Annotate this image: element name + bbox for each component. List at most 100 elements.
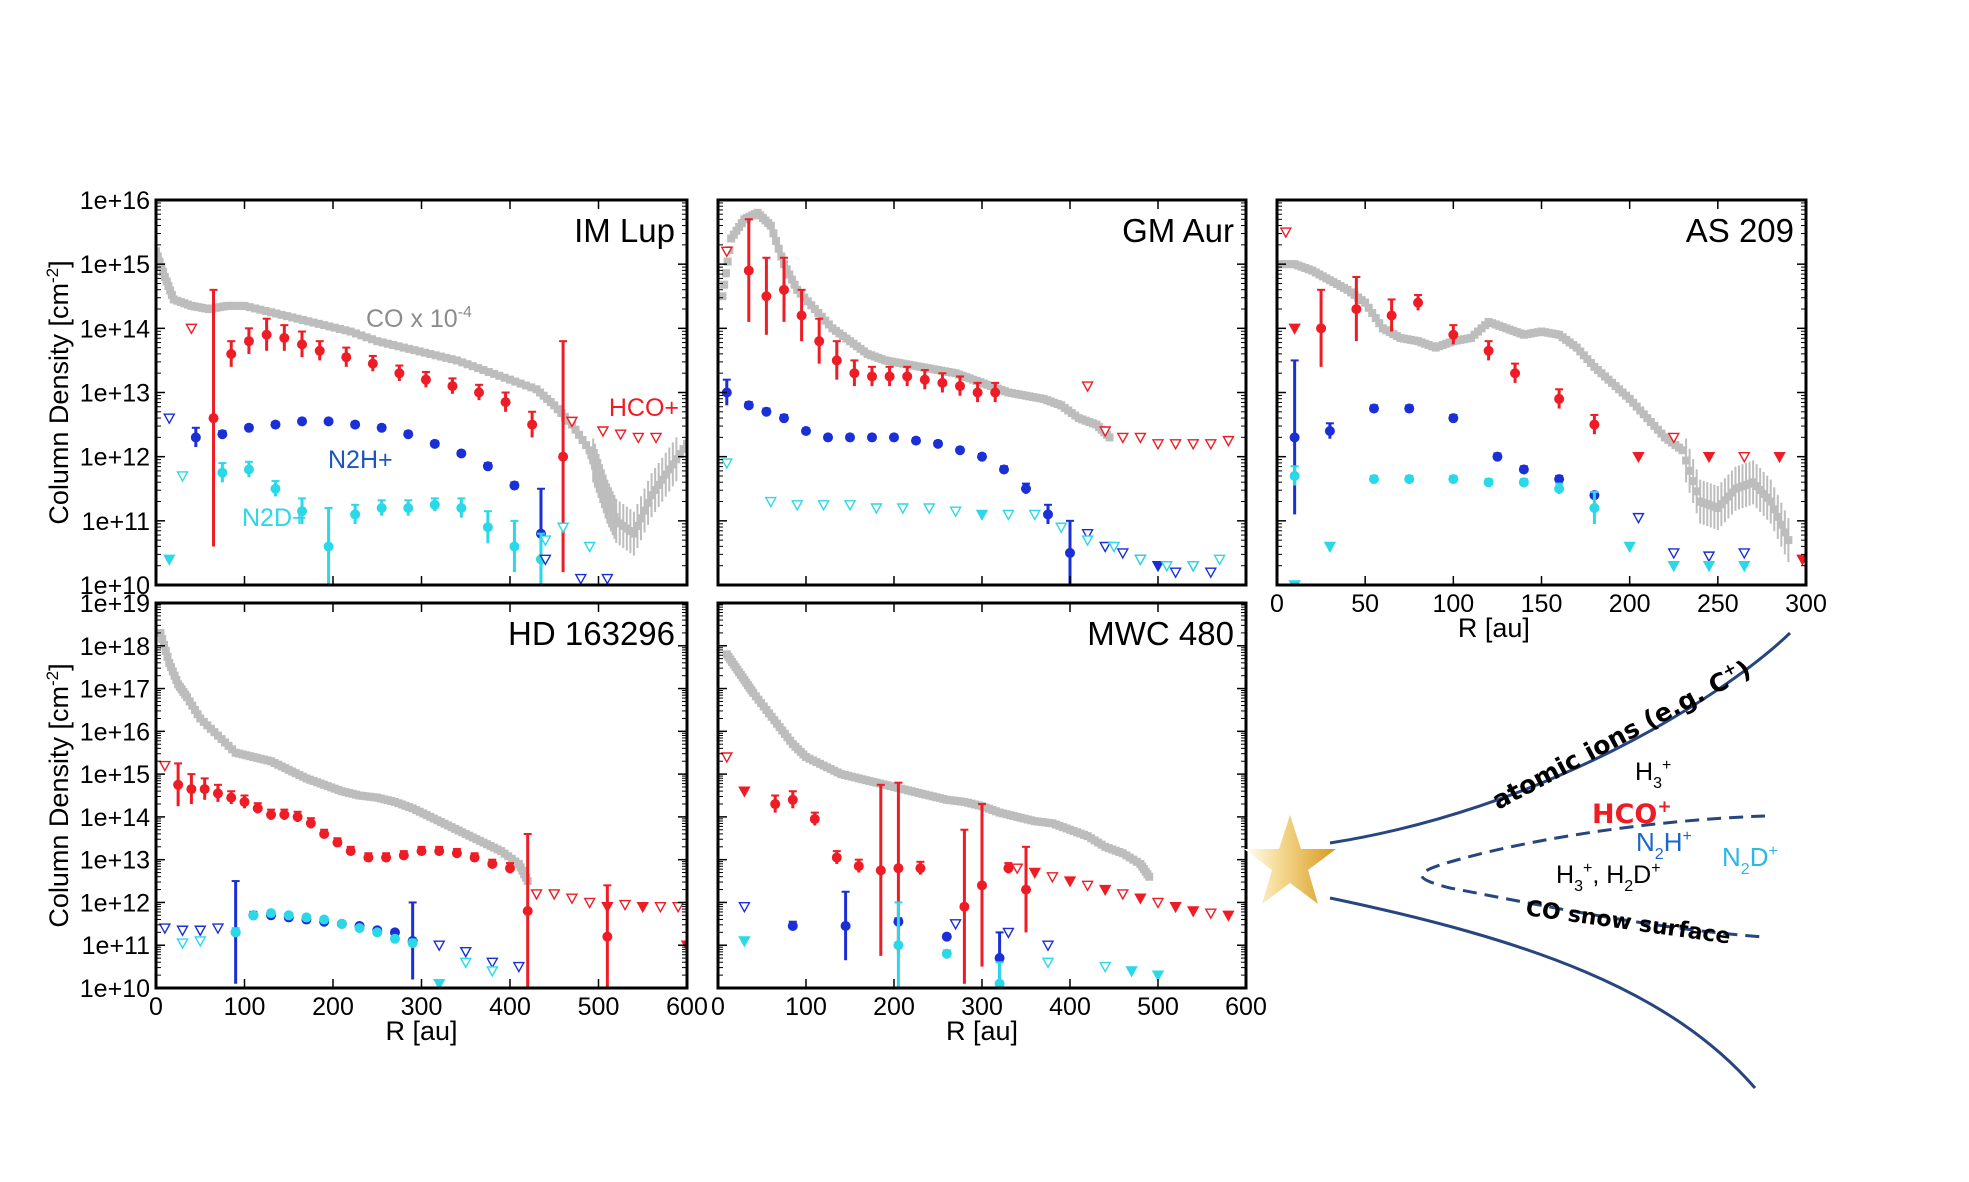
n2h-plus-point xyxy=(1043,509,1053,520)
hco-plus-point xyxy=(212,788,223,799)
n2d-plus-upper-limit xyxy=(1702,561,1716,573)
n2h-plus-upper-limit xyxy=(601,573,614,585)
hco-plus-upper-limit xyxy=(671,902,685,914)
co-point xyxy=(587,451,596,460)
n2h-plus-upper-limit xyxy=(574,573,587,585)
panel-mwc-480: 0 100 200 300 400 500 600 R [au] MWC 480 xyxy=(711,601,1267,1046)
hco-plus-point xyxy=(261,329,272,340)
x-tick-label: 0 xyxy=(711,993,725,1021)
hco-plus-point xyxy=(1483,345,1494,356)
hco-plus-upper-limit xyxy=(1151,897,1165,909)
hco-plus-point xyxy=(297,339,308,350)
n2d-plus-upper-limit xyxy=(176,938,189,950)
x-axis-title: R [au] xyxy=(1458,613,1530,643)
n2h-plus-upper-limit xyxy=(539,554,552,566)
n2h-plus-upper-limit xyxy=(1169,567,1182,579)
hco-plus-upper-limit xyxy=(1028,867,1041,879)
co-point xyxy=(463,360,472,369)
hco-plus-point xyxy=(345,846,356,857)
hco-plus-upper-limit xyxy=(1222,910,1235,922)
hco-plus-point xyxy=(814,336,825,347)
co-point xyxy=(575,430,584,439)
hco-plus-point xyxy=(500,397,511,408)
co-point xyxy=(161,646,170,655)
n2d-plus-upper-limit xyxy=(1028,509,1041,521)
n2h-plus-point xyxy=(1404,403,1415,414)
co-point xyxy=(723,257,732,266)
n2h-plus-point xyxy=(779,413,789,424)
x-tick-label: 200 xyxy=(312,993,354,1021)
hco-plus-point xyxy=(1021,884,1031,895)
co-point xyxy=(158,634,167,643)
co-point xyxy=(1368,308,1377,317)
hco-plus-upper-limit xyxy=(1134,432,1147,444)
co-point xyxy=(346,327,355,336)
co-point xyxy=(163,652,172,661)
disk-lower-surface xyxy=(1329,896,1757,1089)
co-point xyxy=(156,247,160,256)
hco-plus-point xyxy=(743,265,754,276)
n2d-plus-point xyxy=(301,912,312,923)
n2h-plus-upper-limit xyxy=(738,902,751,914)
y-tick-label: 1e+10 xyxy=(80,975,150,1003)
n2h-plus-point xyxy=(761,406,772,417)
n2d-plus-upper-limit xyxy=(556,522,570,534)
annotation-co: CO x 10-4 xyxy=(366,304,472,333)
y-tick-label: 1e+12 xyxy=(80,444,150,472)
n2h-plus-point xyxy=(977,451,987,462)
n2d-plus-upper-limit xyxy=(975,509,989,521)
hco-plus-upper-limit xyxy=(632,432,645,444)
hco-plus-point xyxy=(809,814,820,825)
n2h-plus-upper-limit xyxy=(211,923,225,935)
n2d-plus-upper-limit xyxy=(1160,561,1173,573)
hco-plus-point xyxy=(226,792,237,803)
co-point xyxy=(506,375,514,384)
x-tick-label: 300 xyxy=(961,993,1003,1021)
hco-plus-upper-limit xyxy=(1081,381,1094,393)
panel-im-lup: 1e+10 1e+11 1e+12 1e+13 1e+14 1e+15 1e+16 Colum… xyxy=(43,187,689,600)
co-point xyxy=(410,346,419,355)
n2d-plus-upper-limit xyxy=(1002,509,1015,521)
hco-plus-point xyxy=(602,931,613,942)
co-point xyxy=(1375,319,1384,328)
n2h-plus-point xyxy=(840,920,851,931)
n2d-plus-upper-limit xyxy=(1623,541,1636,553)
co-point xyxy=(571,425,580,434)
n2d-plus-upper-limit xyxy=(1041,957,1055,969)
hco-plus-upper-limit xyxy=(649,432,663,444)
n2d-plus-upper-limit xyxy=(738,936,751,948)
n2h-plus-point xyxy=(911,435,921,446)
n2h-plus-point xyxy=(429,438,440,449)
hco-plus-upper-limit xyxy=(1151,439,1165,451)
n2h-plus-upper-limit xyxy=(459,946,472,959)
hco-plus-point xyxy=(381,852,392,863)
disk-cartoon: atomic ions (e.g. C+) H3+ HCO+ N2H+ N2D+… xyxy=(1244,631,1792,1089)
hco-plus-point xyxy=(208,413,219,424)
hco-plus-point xyxy=(770,799,781,810)
hco-plus-upper-limit xyxy=(636,902,649,914)
hco-plus-upper-limit xyxy=(1222,435,1235,448)
n2h-plus-upper-limit xyxy=(1116,548,1129,560)
star-icon xyxy=(1244,815,1336,904)
n2d-plus-point xyxy=(994,978,1005,988)
n2d-plus-point xyxy=(482,522,493,533)
hco-plus-upper-limit xyxy=(1204,908,1217,920)
n2d-plus-point xyxy=(1404,474,1415,485)
n2d-plus-point xyxy=(456,503,467,513)
co-point xyxy=(352,329,361,338)
co-point xyxy=(474,364,483,373)
co-point xyxy=(362,333,371,342)
n2d-plus-point xyxy=(1589,503,1600,513)
n2d-plus-upper-limit xyxy=(791,500,804,512)
hco-plus-point xyxy=(1589,419,1600,430)
n2h-plus-point xyxy=(743,400,754,411)
plot-area xyxy=(718,208,1235,585)
hco-plus-point xyxy=(527,419,538,430)
h3-h2d-plus-label: H3+, H2D+ xyxy=(1556,860,1661,895)
co-point xyxy=(159,267,168,276)
panel-title: IM Lup xyxy=(574,212,675,249)
n2d-plus-upper-limit xyxy=(870,503,883,515)
co-point xyxy=(787,275,796,284)
co-point xyxy=(777,252,786,261)
hco-plus-upper-limit xyxy=(1632,451,1645,464)
